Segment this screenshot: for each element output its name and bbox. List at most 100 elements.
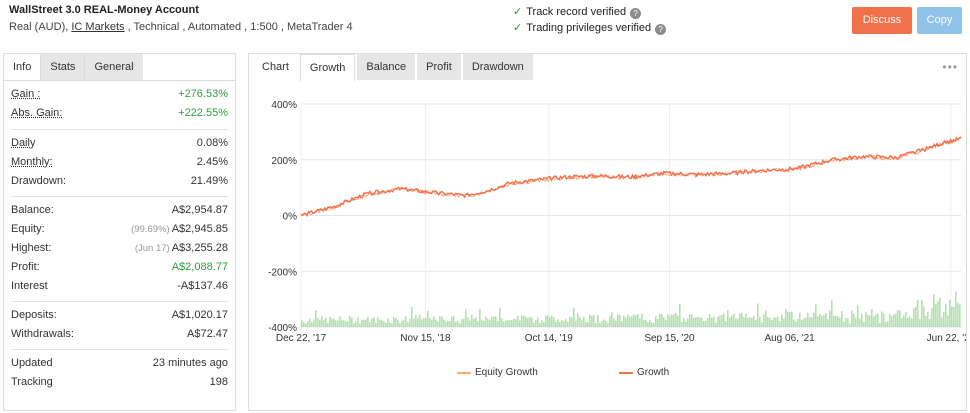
volume-bar — [453, 315, 455, 327]
y-tick-label: -400% — [268, 323, 297, 334]
volume-bar — [617, 314, 619, 327]
tab-drawdown[interactable]: Drawdown — [462, 54, 533, 80]
volume-bar — [529, 316, 531, 327]
stat-updated: Updated 23 minutes ago — [11, 354, 228, 373]
track-record-verified: ✓ Track record verified? — [513, 5, 642, 19]
volume-bar — [313, 319, 315, 327]
y-tick-label: 200% — [271, 156, 297, 167]
tab-general[interactable]: General — [85, 54, 143, 80]
stat-gain: Gain : +276.53% — [11, 85, 228, 104]
volume-bar — [943, 311, 945, 327]
volume-bar — [383, 321, 385, 327]
volume-bar — [537, 317, 539, 327]
info-icon[interactable]: ? — [655, 24, 667, 35]
volume-bar — [307, 320, 309, 327]
volume-bar — [843, 321, 845, 327]
volume-bar — [861, 313, 863, 327]
volume-bar — [607, 323, 609, 327]
volume-bar — [683, 318, 685, 327]
info-icon[interactable]: ? — [630, 8, 642, 19]
x-tick-label: Dec 22, '17 — [276, 333, 327, 344]
volume-bar — [601, 321, 603, 327]
copy-button[interactable]: Copy — [917, 7, 962, 34]
volume-bar — [515, 319, 517, 327]
volume-bar — [711, 317, 713, 327]
stat-value: +222.55% — [178, 107, 228, 119]
volume-bar — [387, 318, 389, 327]
volume-bar — [597, 315, 599, 327]
legend-equity-growth[interactable]: Equity Growth — [457, 367, 538, 378]
volume-bar — [881, 311, 883, 327]
volume-bar — [431, 319, 433, 327]
volume-bar — [539, 322, 541, 327]
stat-label[interactable]: Gain : — [11, 88, 41, 100]
volume-bar — [407, 321, 409, 327]
volume-bar — [405, 316, 407, 327]
volume-bar — [697, 317, 699, 327]
volume-bar — [845, 318, 847, 327]
account-subtitle: Real (AUD), IC Markets , Technical , Aut… — [9, 21, 353, 33]
volume-bar — [573, 308, 575, 327]
tab-info[interactable]: Info — [4, 54, 42, 80]
broker-link[interactable]: IC Markets — [71, 21, 125, 33]
volume-bar — [923, 306, 925, 327]
volume-bar — [837, 315, 839, 327]
stat-equity: Equity: (99.69%) A$2,945.85 — [11, 220, 228, 239]
tab-stats[interactable]: Stats — [41, 54, 86, 80]
stat-label[interactable]: Monthly: — [11, 156, 53, 168]
volume-bar — [517, 315, 519, 327]
volume-bar — [691, 314, 693, 327]
legend-growth[interactable]: Growth — [619, 367, 669, 378]
series-line-equity-growth — [300, 136, 962, 217]
tab-profit[interactable]: Profit — [417, 54, 461, 80]
volume-bar — [625, 317, 627, 327]
volume-bar — [679, 303, 681, 327]
volume-bar — [925, 315, 927, 327]
volume-bar — [311, 322, 313, 327]
volume-bar — [469, 320, 471, 327]
tab-chart[interactable]: Chart — [253, 54, 298, 80]
volume-bar — [611, 312, 613, 327]
volume-bar — [867, 314, 869, 327]
volume-bar — [421, 319, 423, 327]
volume-bar — [603, 319, 605, 327]
volume-bar — [927, 311, 929, 327]
volume-bar — [593, 315, 595, 327]
stat-label[interactable]: Daily — [11, 137, 36, 149]
volume-bar — [941, 317, 943, 327]
volume-bar — [575, 320, 577, 327]
volume-bar — [735, 318, 737, 327]
volume-bar — [849, 323, 851, 327]
volume-bar — [889, 313, 891, 327]
volume-bar — [483, 320, 485, 327]
volume-bar — [755, 319, 757, 327]
volume-bar — [685, 321, 687, 327]
stat-label: Deposits: — [11, 309, 57, 321]
volume-bar — [851, 310, 853, 327]
stat-label[interactable]: Abs. Gain: — [11, 107, 63, 119]
volume-bar — [585, 321, 587, 327]
volume-bar — [869, 315, 871, 327]
volume-bar — [795, 321, 797, 327]
stat-label: Interest — [11, 280, 48, 292]
discuss-button[interactable]: Discuss — [852, 7, 912, 34]
volume-bar — [839, 317, 841, 327]
y-tick-label: -200% — [268, 267, 297, 278]
volume-bar — [569, 316, 571, 327]
volume-bar — [917, 300, 919, 327]
volume-bar — [441, 316, 443, 327]
volume-bar — [411, 307, 413, 327]
volume-bar — [895, 313, 897, 327]
volume-bar — [477, 321, 479, 327]
stat-value: 0.08% — [196, 137, 228, 149]
tab-growth[interactable]: Growth — [299, 54, 356, 81]
volume-bar — [731, 315, 733, 327]
stat-note: (Jun 17) — [134, 243, 170, 254]
tab-balance[interactable]: Balance — [357, 54, 416, 80]
ellipsis-icon[interactable]: ••• — [942, 60, 958, 74]
volume-bar — [381, 319, 383, 327]
volume-bar — [339, 316, 341, 327]
stat-value: A$3,255.28 — [171, 242, 228, 254]
volume-bar — [955, 291, 957, 327]
volume-bar — [389, 322, 391, 327]
